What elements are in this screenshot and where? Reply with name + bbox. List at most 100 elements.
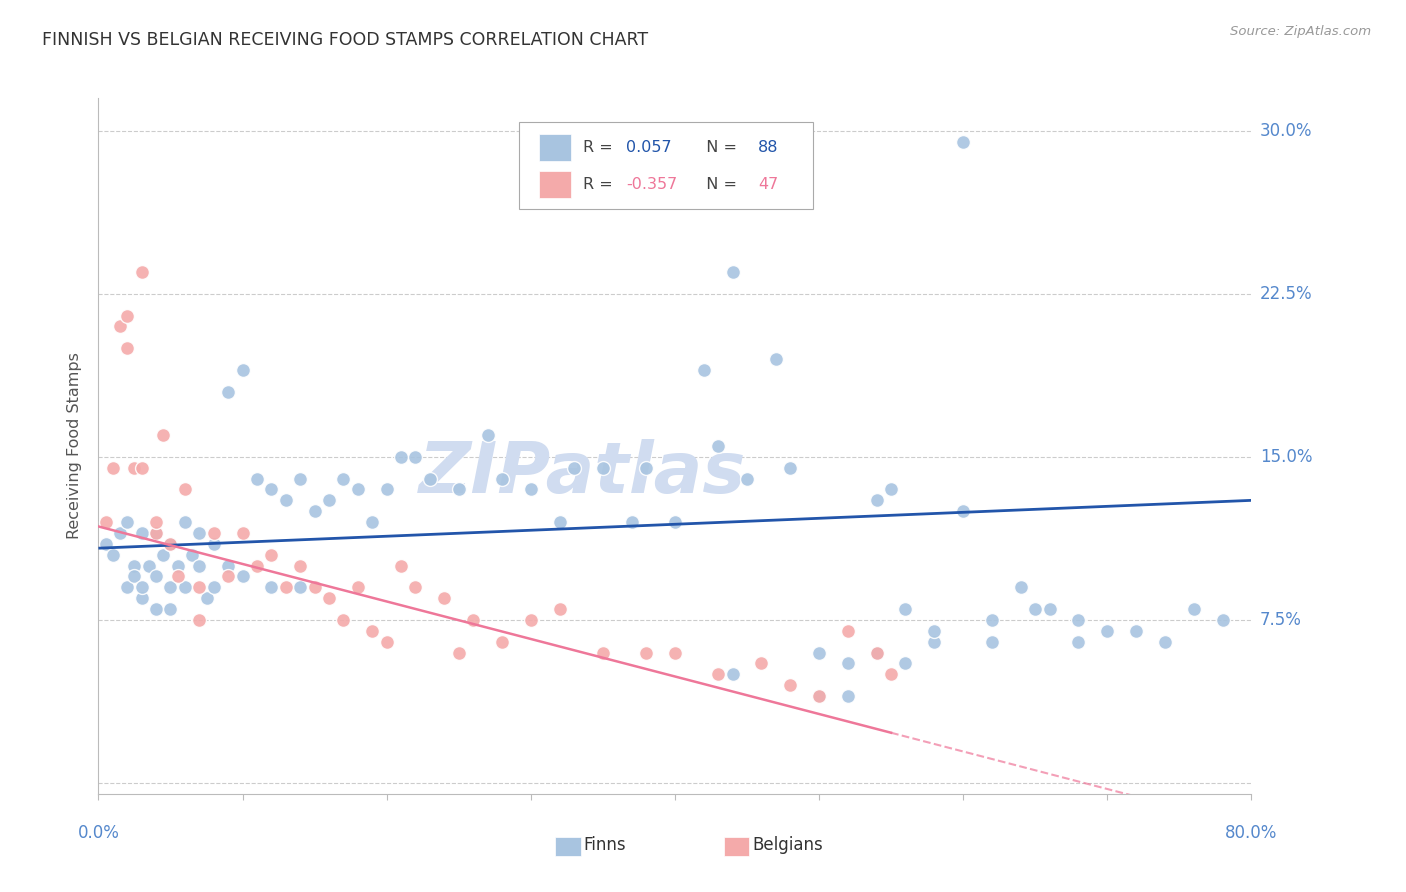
Text: 30.0%: 30.0% bbox=[1260, 121, 1312, 140]
Point bbox=[152, 428, 174, 442]
Text: 47: 47 bbox=[758, 177, 778, 192]
Point bbox=[117, 309, 138, 323]
Point bbox=[707, 439, 730, 453]
Point bbox=[145, 569, 167, 583]
Point bbox=[159, 537, 181, 551]
Point bbox=[124, 460, 146, 475]
Point bbox=[290, 472, 312, 486]
Point bbox=[807, 646, 830, 660]
Point bbox=[195, 591, 218, 606]
Point bbox=[1182, 602, 1205, 616]
Point bbox=[779, 460, 801, 475]
Point bbox=[922, 634, 945, 648]
Point bbox=[117, 515, 138, 529]
Point bbox=[837, 657, 859, 671]
Point bbox=[375, 634, 398, 648]
Point bbox=[246, 558, 269, 573]
Point bbox=[274, 493, 297, 508]
Point bbox=[166, 569, 188, 583]
Point bbox=[318, 591, 340, 606]
Point bbox=[260, 483, 283, 497]
Y-axis label: Receiving Food Stamps: Receiving Food Stamps bbox=[67, 352, 83, 540]
Point bbox=[636, 460, 658, 475]
Point bbox=[318, 493, 340, 508]
Point bbox=[447, 483, 470, 497]
Text: Finns: Finns bbox=[583, 836, 626, 854]
Point bbox=[1067, 613, 1090, 627]
Point bbox=[375, 483, 398, 497]
Point bbox=[548, 602, 571, 616]
Point bbox=[174, 515, 197, 529]
Point bbox=[707, 667, 730, 681]
Point bbox=[880, 667, 903, 681]
Point bbox=[290, 558, 312, 573]
Point bbox=[389, 450, 412, 464]
Point bbox=[1010, 580, 1032, 594]
Point bbox=[636, 646, 658, 660]
Point bbox=[304, 580, 326, 594]
Point bbox=[124, 569, 146, 583]
Text: N =: N = bbox=[696, 140, 742, 155]
Point bbox=[131, 525, 153, 540]
Point bbox=[101, 548, 124, 562]
Point bbox=[807, 689, 830, 703]
Point bbox=[124, 558, 146, 573]
Point bbox=[866, 646, 889, 660]
Point bbox=[447, 646, 470, 660]
Point bbox=[117, 341, 138, 355]
Point bbox=[433, 591, 456, 606]
Point bbox=[981, 613, 1004, 627]
Point bbox=[721, 265, 744, 279]
Point bbox=[188, 525, 211, 540]
Text: 88: 88 bbox=[758, 140, 779, 155]
Point bbox=[188, 558, 211, 573]
FancyBboxPatch shape bbox=[519, 122, 813, 210]
Point bbox=[290, 580, 312, 594]
Point bbox=[562, 460, 585, 475]
Point bbox=[346, 580, 368, 594]
Point bbox=[592, 460, 614, 475]
Text: R =: R = bbox=[582, 140, 617, 155]
Point bbox=[894, 602, 917, 616]
Point bbox=[217, 569, 239, 583]
Point bbox=[1024, 602, 1046, 616]
Point bbox=[101, 460, 124, 475]
Point bbox=[620, 515, 643, 529]
Point bbox=[837, 689, 859, 703]
Text: 80.0%: 80.0% bbox=[1225, 824, 1278, 842]
Point bbox=[332, 613, 354, 627]
Point bbox=[217, 384, 239, 399]
Text: 7.5%: 7.5% bbox=[1260, 611, 1302, 629]
Point bbox=[138, 558, 160, 573]
Point bbox=[491, 472, 513, 486]
FancyBboxPatch shape bbox=[538, 135, 571, 161]
Point bbox=[152, 548, 174, 562]
Point bbox=[765, 351, 787, 366]
Point bbox=[405, 580, 427, 594]
Point bbox=[159, 537, 181, 551]
Point bbox=[477, 428, 499, 442]
Point bbox=[1067, 634, 1090, 648]
Point bbox=[166, 558, 188, 573]
Point bbox=[145, 525, 167, 540]
Point bbox=[202, 537, 225, 551]
Point bbox=[837, 624, 859, 638]
Point bbox=[217, 558, 239, 573]
Point bbox=[1153, 634, 1175, 648]
Point bbox=[145, 525, 167, 540]
Point bbox=[332, 472, 354, 486]
Point bbox=[260, 548, 283, 562]
Point bbox=[260, 580, 283, 594]
Point bbox=[751, 657, 773, 671]
Point bbox=[880, 483, 903, 497]
Point bbox=[735, 472, 758, 486]
Point bbox=[664, 515, 686, 529]
Point bbox=[131, 580, 153, 594]
Point bbox=[117, 580, 138, 594]
Point bbox=[981, 634, 1004, 648]
Point bbox=[548, 515, 571, 529]
Point bbox=[231, 363, 254, 377]
Text: N =: N = bbox=[696, 177, 742, 192]
Point bbox=[94, 515, 117, 529]
Point bbox=[346, 483, 368, 497]
